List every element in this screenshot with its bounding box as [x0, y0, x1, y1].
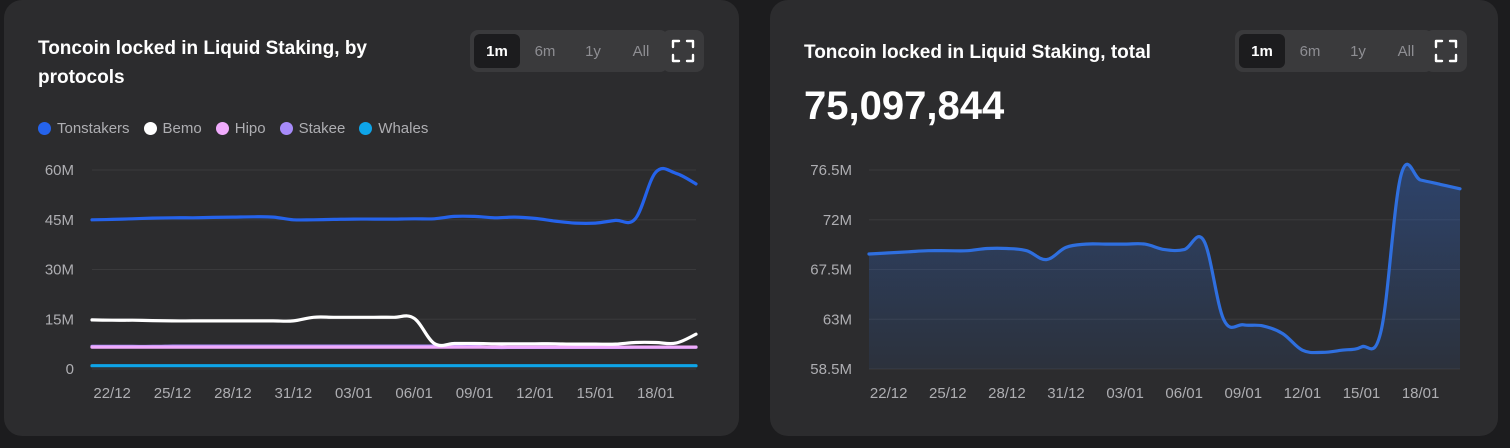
area-fill [869, 164, 1460, 369]
chart-title: Toncoin locked in Liquid Staking, total [804, 42, 1151, 63]
y-tick-label: 67.5M [810, 262, 852, 279]
legend-swatch [215, 122, 229, 135]
series-line-total [867, 162, 1462, 355]
protocols-line-chart: 60M 45M 30M 15M 0 22/12 25/12 28/12 31/12 03/01 06… [45, 162, 698, 402]
total-value: 75,097,844 [804, 84, 1005, 128]
y-tick-label: 63M [823, 311, 852, 328]
y-tick-label: 30M [45, 262, 74, 279]
y-tick-label: 72M [823, 212, 852, 229]
x-tick-label: 06/01 [1165, 385, 1203, 402]
y-tick-label: 58.5M [810, 361, 852, 378]
legend-item[interactable]: Stakee [279, 120, 346, 137]
x-tick-label: 18/01 [1402, 385, 1440, 402]
x-tick-label: 09/01 [456, 385, 494, 402]
range-6m-button[interactable]: 6m [534, 42, 556, 60]
y-tick-label: 76.5M [810, 162, 852, 179]
x-tick-label: 28/12 [988, 385, 1026, 402]
x-tick-label: 03/01 [335, 385, 373, 402]
total-chart-card: Toncoin locked in Liquid Staking, total … [770, 0, 1498, 436]
legend-item[interactable]: Tonstakers [38, 120, 130, 137]
x-tick-label: 22/12 [870, 385, 908, 402]
series-line-tonstakers [90, 166, 698, 225]
range-all-button[interactable]: All [632, 42, 650, 60]
x-tick-label: 15/01 [577, 385, 615, 402]
x-tick-label: 12/01 [1284, 385, 1322, 402]
expand-icon [671, 39, 695, 63]
chart-title: Toncoin locked in Liquid Staking, by pro… [38, 38, 367, 88]
chart-legend: Tonstakers Bemo Hipo Stakee Whales [38, 120, 428, 137]
x-tick-label: 06/01 [395, 385, 433, 402]
x-tick-label: 25/12 [929, 385, 967, 402]
legend-swatch [38, 122, 51, 135]
range-all-button[interactable]: All [1397, 42, 1415, 60]
expand-icon [1434, 39, 1458, 63]
fullscreen-button[interactable] [1425, 30, 1467, 72]
legend-item[interactable]: Hipo [215, 120, 266, 137]
x-tick-label: 28/12 [214, 385, 252, 402]
legend-swatch [143, 122, 157, 135]
series-line-bemo [90, 314, 698, 348]
legend-label: Stakee [298, 120, 346, 137]
x-tick-label: 31/12 [275, 385, 313, 402]
legend-label: Hipo [234, 120, 266, 137]
x-tick-label: 09/01 [1225, 385, 1263, 402]
y-tick-label: 0 [66, 361, 74, 378]
x-tick-label: 22/12 [93, 385, 131, 402]
legend-swatch [279, 122, 293, 135]
y-tick-label: 45M [45, 212, 74, 229]
y-tick-label: 60M [45, 162, 74, 179]
x-tick-label: 18/01 [637, 385, 675, 402]
legend-label: Whales [378, 120, 429, 137]
x-tick-label: 15/01 [1343, 385, 1381, 402]
legend-item[interactable]: Bemo [143, 120, 202, 137]
range-selector: 1m 6m 1y All [1235, 30, 1433, 72]
x-tick-label: 12/01 [516, 385, 554, 402]
range-6m-button[interactable]: 6m [1299, 42, 1321, 60]
range-1y-button[interactable]: 1y [585, 42, 601, 60]
total-area-chart: 76.5M 72M 67.5M 63M 58.5M 22/12 25/12 28/12 31/1… [810, 162, 1462, 402]
x-tick-label: 31/12 [1047, 385, 1085, 402]
legend-item[interactable]: Whales [359, 120, 428, 137]
range-selector: 1m 6m 1y All [470, 30, 668, 72]
x-tick-label: 25/12 [154, 385, 192, 402]
y-tick-label: 15M [45, 311, 74, 328]
protocols-chart-card: Toncoin locked in Liquid Staking, by pro… [4, 0, 739, 436]
range-1m-button[interactable]: 1m [474, 34, 520, 68]
x-tick-label: 03/01 [1106, 385, 1144, 402]
range-1y-button[interactable]: 1y [1350, 42, 1366, 60]
legend-swatch [359, 122, 373, 135]
legend-label: Bemo [162, 120, 202, 137]
fullscreen-button[interactable] [662, 30, 704, 72]
range-1m-button[interactable]: 1m [1239, 34, 1285, 68]
legend-label: Tonstakers [57, 120, 130, 137]
